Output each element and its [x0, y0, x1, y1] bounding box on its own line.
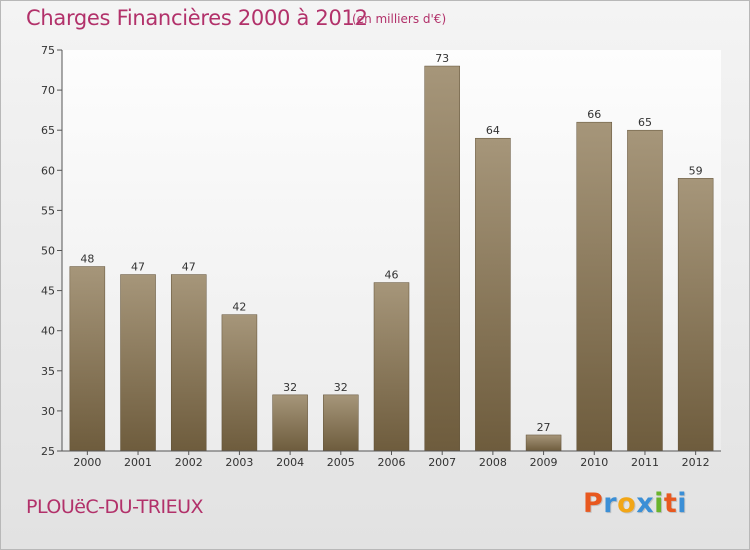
bar-2008	[475, 137, 511, 452]
x-tick-label-2007: 2007	[428, 456, 456, 469]
logo-letter: i	[677, 488, 688, 519]
x-tick-label-2004: 2004	[276, 456, 304, 469]
data-label-2010: 66	[587, 108, 601, 121]
x-tick-label-2009: 2009	[530, 456, 558, 469]
y-tick-label-25: 25	[41, 445, 55, 458]
x-tick-label-2001: 2001	[124, 456, 152, 469]
data-label-2007: 73	[435, 52, 449, 65]
y-tick-label-50: 50	[41, 245, 55, 258]
chart-title: Charges Financières 2000 à 2012	[26, 6, 368, 30]
x-tick-label-2008: 2008	[479, 456, 507, 469]
y-tick-label-65: 65	[41, 124, 55, 137]
bar-2007	[424, 65, 460, 452]
data-label-2009: 27	[537, 421, 551, 434]
y-tick-label-35: 35	[41, 365, 55, 378]
x-tick-label-2000: 2000	[73, 456, 101, 469]
data-label-2005: 32	[334, 381, 348, 394]
x-tick-label-2002: 2002	[175, 456, 203, 469]
y-tick-label-75: 75	[41, 44, 55, 57]
logo-letter: r	[603, 488, 618, 519]
proxiti-logo: Proxiti	[583, 488, 687, 519]
logo-letter: x	[636, 488, 655, 519]
y-tick-label-55: 55	[41, 204, 55, 217]
x-tick-label-2006: 2006	[378, 456, 406, 469]
data-label-2002: 47	[182, 261, 196, 274]
x-tick-label-2003: 2003	[225, 456, 253, 469]
bar-2005	[323, 394, 359, 452]
x-tick-label-2011: 2011	[631, 456, 659, 469]
data-label-2001: 47	[131, 261, 145, 274]
bar-2000	[69, 266, 106, 452]
y-tick-label-30: 30	[41, 405, 55, 418]
bar-2001	[120, 274, 156, 452]
y-tick-label-70: 70	[41, 84, 55, 97]
logo-letter: t	[663, 488, 678, 519]
bar-2012	[677, 178, 714, 452]
data-label-2012: 59	[689, 164, 703, 177]
bar-2011	[627, 129, 663, 452]
y-tick-label-40: 40	[41, 325, 55, 338]
bar-2006	[373, 282, 410, 452]
bar-2004	[272, 394, 308, 452]
x-tick-label-2012: 2012	[682, 456, 710, 469]
chart-subtitle: (en milliers d'€)	[352, 12, 447, 26]
bar-2010	[576, 121, 613, 452]
logo-letter: o	[617, 488, 637, 519]
x-tick-label-2010: 2010	[580, 456, 608, 469]
data-label-2011: 65	[638, 116, 652, 129]
bar-2003	[221, 314, 258, 452]
commune-name: PLOUëC-DU-TRIEUX	[26, 496, 204, 518]
data-label-2004: 32	[283, 381, 297, 394]
y-tick-label-45: 45	[41, 285, 55, 298]
data-label-2000: 48	[80, 253, 94, 266]
data-label-2008: 64	[486, 124, 500, 137]
y-tick-label-60: 60	[41, 164, 55, 177]
logo-letter: i	[654, 488, 664, 519]
bar-2002	[170, 274, 207, 452]
data-label-2003: 42	[232, 301, 246, 314]
bar-2009	[525, 434, 562, 452]
data-label-2006: 46	[385, 269, 399, 282]
logo-letter: P	[583, 488, 604, 519]
x-tick-label-2005: 2005	[327, 456, 355, 469]
